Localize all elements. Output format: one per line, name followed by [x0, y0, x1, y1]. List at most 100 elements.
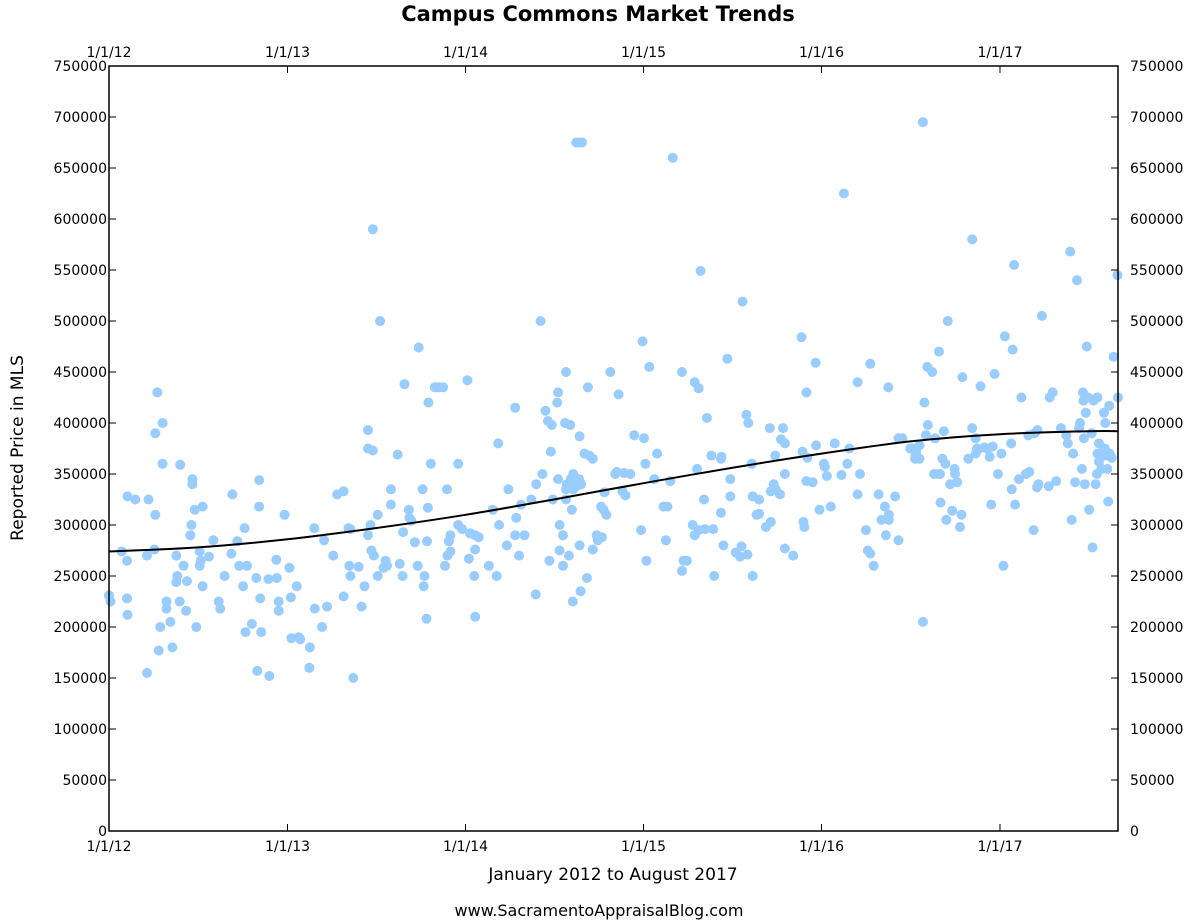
sale-point [865, 358, 876, 369]
sale-point [1102, 463, 1113, 474]
sale-point [662, 501, 673, 512]
sale-point [122, 609, 133, 620]
sale-point [1062, 438, 1073, 449]
y-tick-label: 150000 [54, 671, 107, 687]
sale-point [322, 601, 332, 612]
sale-point [917, 117, 928, 128]
sale-point [775, 489, 785, 500]
sale-point [855, 469, 865, 479]
sale-point [172, 571, 183, 581]
sale-point [419, 571, 430, 581]
sale-point [157, 458, 168, 469]
sale-point [394, 558, 405, 569]
sale-point [897, 433, 908, 444]
sale-point [130, 494, 141, 505]
sale-point [1043, 481, 1054, 492]
sale-point [920, 430, 931, 441]
sale-point [470, 544, 481, 555]
sale-point [950, 469, 961, 479]
y-tick-label: 250000 [54, 569, 107, 585]
sale-point [914, 453, 925, 464]
sale-point [157, 418, 168, 428]
sale-point [167, 642, 178, 653]
sale-point [412, 560, 423, 571]
sale-point [993, 469, 1003, 479]
sale-point [175, 459, 186, 470]
sale-point [161, 596, 172, 607]
sale-point [240, 627, 251, 638]
sale-point [150, 509, 161, 520]
sale-point [986, 499, 997, 510]
sale-point [640, 458, 651, 469]
sale-point [1104, 400, 1115, 411]
sale-point [353, 561, 364, 572]
y-tick-label-right: 150000 [1130, 671, 1183, 687]
sale-point [1010, 499, 1021, 510]
sale-point [1072, 275, 1082, 286]
sale-point [587, 453, 598, 464]
sale-point [1108, 351, 1119, 362]
x-tick-label-top: 1/1/15 [621, 45, 666, 61]
sale-point [367, 224, 378, 235]
x-tick-label: 1/1/15 [621, 839, 666, 855]
sale-point [597, 532, 607, 543]
sale-point [811, 440, 822, 451]
sale-point [372, 571, 383, 581]
sale-point [271, 554, 282, 565]
sale-point [445, 546, 456, 557]
sale-point [470, 611, 481, 622]
sale-point [987, 441, 998, 452]
sale-point [989, 369, 1000, 379]
sale-point [1106, 452, 1117, 463]
sale-point [1009, 259, 1020, 270]
sale-point [999, 331, 1010, 342]
sale-point [699, 494, 709, 505]
sale-point [553, 387, 564, 398]
sale-point [1076, 463, 1087, 474]
sale-point [279, 509, 290, 520]
sale-point [1047, 387, 1058, 398]
sale-point [779, 469, 790, 479]
sale-point [239, 523, 250, 534]
sale-point [195, 555, 206, 566]
sale-point [356, 601, 367, 612]
sale-point [165, 616, 176, 627]
sale-point [256, 627, 267, 638]
sale-point [558, 560, 568, 571]
x-tick-label-top: 1/1/12 [86, 45, 131, 61]
x-tick-label: 1/1/17 [977, 839, 1022, 855]
sale-point [503, 484, 514, 495]
sale-point [699, 524, 710, 535]
sale-point [788, 550, 799, 561]
sale-point [561, 367, 571, 377]
sale-point [264, 671, 275, 681]
y-tick-label-right: 0 [1130, 824, 1139, 840]
sale-point [842, 458, 853, 469]
sale-point [577, 137, 587, 148]
sale-point [255, 593, 266, 604]
sale-point [1098, 407, 1109, 418]
sale-point [938, 426, 949, 437]
sale-point [587, 544, 598, 555]
sale-point [469, 571, 480, 581]
sale-point [605, 367, 616, 377]
sale-point [677, 565, 687, 576]
sale-point [122, 491, 133, 502]
sale-point [182, 576, 192, 587]
sale-point [956, 509, 967, 520]
sale-point [142, 667, 152, 678]
sale-point [186, 520, 197, 530]
sale-point [747, 571, 758, 581]
sale-point [185, 530, 196, 541]
sale-point [1087, 542, 1098, 553]
sale-point [644, 361, 655, 372]
sale-point [836, 470, 847, 480]
sale-point [273, 596, 284, 607]
sale-point [942, 316, 953, 326]
sale-point [254, 475, 265, 486]
sale-point [473, 532, 484, 543]
y-tick-label: 50000 [62, 773, 107, 789]
y-tick-label-right: 300000 [1130, 518, 1183, 534]
y-axis-label: Reported Price in MLS [8, 355, 28, 541]
y-tick-label-right: 100000 [1130, 722, 1183, 738]
